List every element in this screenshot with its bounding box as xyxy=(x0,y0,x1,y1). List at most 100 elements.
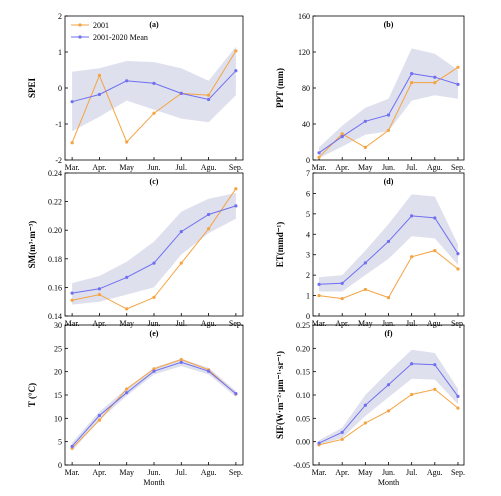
data-point xyxy=(433,363,437,367)
data-point xyxy=(386,128,391,132)
data-point xyxy=(125,387,129,391)
x-tick-label: Jun. xyxy=(382,319,395,328)
data-point xyxy=(456,65,460,69)
y-axis-label: SM(m³·m⁻³) xyxy=(27,221,37,269)
y-tick-label: -2 xyxy=(55,156,62,165)
y-tick-label: 40 xyxy=(302,120,310,129)
x-tick-label: Mar. xyxy=(312,319,327,328)
x-tick-label: Agu. xyxy=(201,468,217,477)
y-tick-label: 4 xyxy=(306,230,310,239)
data-point xyxy=(97,92,102,97)
x-tick-label: Jun. xyxy=(382,468,395,477)
data-point xyxy=(456,267,460,271)
y-tick-label: 25 xyxy=(54,344,62,353)
x-tick-label: Agu. xyxy=(427,319,443,328)
x-tick-label: Jul. xyxy=(176,468,187,477)
x-tick-label: Jul. xyxy=(406,319,417,328)
panel-label: (f) xyxy=(385,329,393,338)
legend-marker xyxy=(78,23,82,27)
panel-label: (e) xyxy=(150,329,159,338)
x-tick-label: Mar. xyxy=(65,319,80,328)
panel-label: (d) xyxy=(384,177,394,186)
data-point xyxy=(125,307,129,311)
data-point xyxy=(317,282,321,286)
y-tick-label: 0 xyxy=(306,312,310,321)
x-tick-label: Jun. xyxy=(382,163,395,172)
data-point xyxy=(340,135,344,139)
data-point xyxy=(70,291,74,295)
data-point xyxy=(179,91,183,95)
x-tick-label: Apr. xyxy=(335,163,349,172)
y-tick-label: 0.20 xyxy=(296,344,310,353)
data-point xyxy=(70,444,74,448)
data-point xyxy=(456,252,460,256)
data-point xyxy=(340,437,344,441)
y-tick-label: 2 xyxy=(58,12,62,21)
legend-marker xyxy=(78,35,82,39)
x-tick-label: Apr. xyxy=(92,319,106,328)
data-point xyxy=(125,79,129,83)
uncertainty-band xyxy=(72,193,236,305)
y-tick-label: 80 xyxy=(302,84,310,93)
y-tick-label: 2 xyxy=(306,271,310,280)
data-point xyxy=(386,113,391,117)
chart-panel-4: 0 1 2 3 4 5 6 7 Mar. Apr. May Jun. Jul. Agu. Sep. ET(mm… xyxy=(275,169,465,328)
data-point xyxy=(317,151,321,155)
y-tick-label: 15 xyxy=(54,391,62,400)
data-point xyxy=(386,383,391,387)
data-point xyxy=(97,418,102,422)
x-tick-label: Agu. xyxy=(427,468,443,477)
plot-frame xyxy=(64,324,244,466)
data-point xyxy=(363,261,367,265)
data-point xyxy=(456,82,460,86)
x-tick-label: Sep. xyxy=(451,319,465,328)
y-tick-label: 0.18 xyxy=(48,255,62,264)
data-point xyxy=(70,100,74,104)
data-point xyxy=(410,214,414,218)
x-axis-label: Month xyxy=(143,478,164,487)
data-point xyxy=(97,287,102,291)
x-tick-label: Agu. xyxy=(201,319,217,328)
y-tick-label: 5 xyxy=(306,210,310,219)
data-point xyxy=(456,406,460,410)
data-point xyxy=(410,255,414,259)
data-point xyxy=(317,293,321,298)
x-tick-label: Agu. xyxy=(201,163,217,172)
data-point xyxy=(152,295,156,300)
data-point xyxy=(363,287,367,292)
data-point xyxy=(152,111,156,115)
data-point xyxy=(386,409,391,413)
x-tick-label: Mar. xyxy=(312,468,327,477)
x-tick-label: May xyxy=(358,319,373,328)
legend-label: 2001 xyxy=(93,21,109,30)
x-tick-label: May xyxy=(119,163,134,172)
data-point xyxy=(340,132,344,136)
data-point xyxy=(70,141,74,145)
x-tick-label: Apr. xyxy=(92,163,106,172)
y-tick-label: 0.22 xyxy=(48,198,62,207)
legend-label: 2001-2020 Mean xyxy=(93,33,148,42)
data-point xyxy=(206,212,211,217)
y-tick-label: -0.05 xyxy=(293,461,310,470)
y-axis-label: PPT (mm) xyxy=(275,68,285,108)
panel-label: (c) xyxy=(150,177,159,186)
chart-panel-3: 0.14 0.16 0.18 0.20 0.22 0.24 Mar. Apr. May Jun. J… xyxy=(27,169,244,328)
data-point xyxy=(363,403,367,407)
data-point xyxy=(386,239,391,244)
y-axis-label: SIF(W·m⁻²·μm⁻¹·sr⁻¹) xyxy=(275,351,285,439)
x-tick-label: Jul. xyxy=(176,319,187,328)
data-point xyxy=(97,413,102,418)
y-tick-label: 5 xyxy=(58,438,62,447)
panel-label: (b) xyxy=(384,20,394,29)
data-point xyxy=(433,75,437,79)
y-tick-label: 0.10 xyxy=(296,391,310,400)
y-tick-label: 120 xyxy=(298,48,310,57)
x-tick-label: Jun. xyxy=(147,468,160,477)
x-tick-label: Jul. xyxy=(176,163,187,172)
data-point xyxy=(363,119,367,123)
data-point xyxy=(234,69,238,73)
y-tick-label: 0.24 xyxy=(48,169,62,178)
uncertainty-band xyxy=(319,48,458,159)
data-point xyxy=(179,230,183,234)
